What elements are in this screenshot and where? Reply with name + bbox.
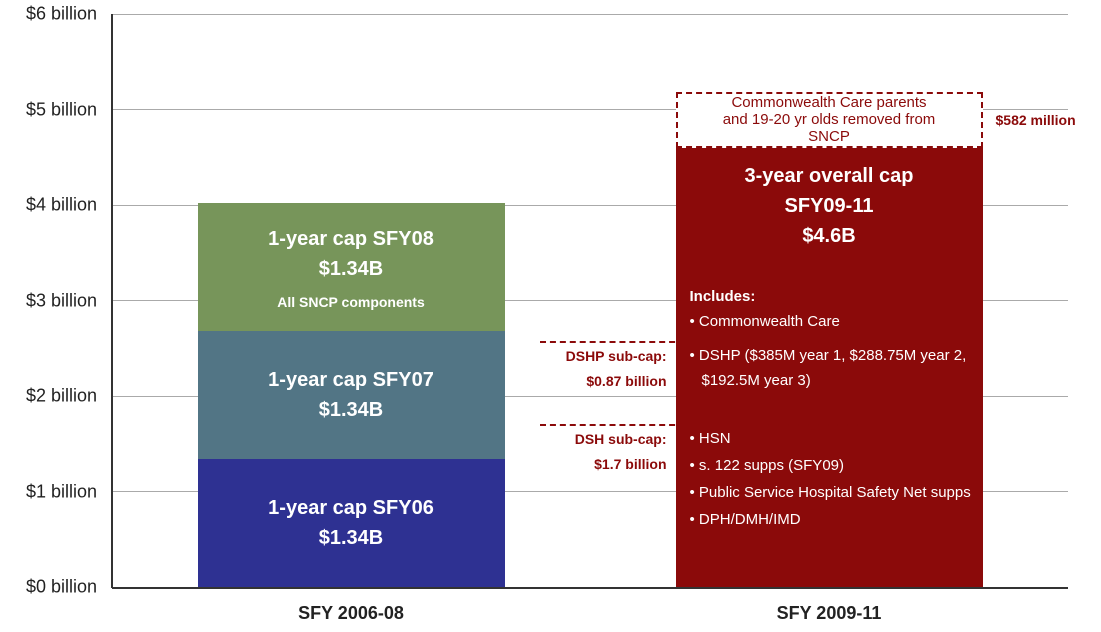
bar: 1-year cap SFY06 $1.34B xyxy=(197,459,505,587)
grid-line xyxy=(112,395,1068,397)
grid-line xyxy=(112,204,1068,206)
bar-dashed: Commonwealth Care parents and 19-20 yr o… xyxy=(675,92,983,148)
list-item: Commonwealth Care xyxy=(690,309,973,334)
grid-line xyxy=(112,300,1068,301)
subcap-value: $1.7 billion xyxy=(594,455,667,472)
y-tick-label: $2 billion xyxy=(25,385,97,406)
value-label: $1.34B xyxy=(318,399,384,422)
y-tick-label: $0 billion xyxy=(25,576,97,597)
subcap-label: DSHP sub-cap: $0.87 billion xyxy=(566,344,667,394)
subcap-value: $0.87 billion xyxy=(586,372,667,389)
series-name: 1-year cap SFY06 xyxy=(268,497,434,519)
list-item: Public Service Hospital Safety Net supps xyxy=(690,480,973,505)
list-item: HSN xyxy=(690,426,973,451)
y-tick-label: $3 billion xyxy=(25,290,97,310)
grid-line xyxy=(112,491,1068,492)
bar-label: 1-year cap SFY07 $1.34B xyxy=(198,331,505,459)
value-label: $1.34B xyxy=(318,258,384,281)
subcap-label: DSH sub-cap: $1.7 billion xyxy=(575,427,667,477)
bar-label: 3-year overall cap SFY09-11 $4.6B xyxy=(676,148,983,587)
subcap-items: HSNs. 122 supps (SFY09)Public Service Ho… xyxy=(690,426,973,534)
y-tick-label: $5 billion xyxy=(25,99,97,119)
subcap-name: DSHP sub-cap: xyxy=(565,347,667,364)
value-label: $4.6B xyxy=(802,224,856,247)
bar-note: Commonwealth Care parents and 19-20 yr o… xyxy=(722,94,936,146)
grid-line xyxy=(112,109,1068,110)
subcap-name: DSH sub-cap: xyxy=(574,430,667,447)
includes: Includes: Commonwealth Care xyxy=(690,284,973,336)
x-tick-label: SFY 2009-11 xyxy=(776,603,882,623)
bar: 1-year cap SFY08 $1.34B All SNCP component… xyxy=(197,203,505,332)
subcap-items: DSHP ($385M year 1, $288.75M year 2, $19… xyxy=(690,343,973,395)
bar-label: 1-year cap SFY08 $1.34B All SNCP component… xyxy=(198,203,505,331)
value-label: $1.34B xyxy=(318,527,384,549)
series-name: 1-year cap SFY08 xyxy=(268,228,434,251)
series-name: 1-year cap SFY07 xyxy=(268,369,434,392)
y-tick-label: $4 billion xyxy=(25,194,97,215)
series-name: 3-year overall cap SFY09-11 xyxy=(744,164,914,217)
list-item: DPH/DMH/IMD xyxy=(690,507,973,532)
y-tick-label: $1 billion xyxy=(25,481,97,501)
subcap-line xyxy=(539,340,983,343)
bar-label: 1-year cap SFY06 $1.34B xyxy=(198,459,505,587)
y-tick-label: $6 billion xyxy=(25,3,97,24)
includes-label: Includes: xyxy=(689,287,756,305)
grid-line xyxy=(112,13,1068,15)
list-item: s. 122 supps (SFY09) xyxy=(690,453,973,478)
value-label: $582 million xyxy=(995,111,1076,128)
y-axis xyxy=(111,14,113,588)
list-item: DSHP ($385M year 1, $288.75M year 2, $19… xyxy=(690,343,973,393)
x-tick-label: SFY 2006-08 xyxy=(298,603,404,623)
annotation: All SNCP components xyxy=(277,294,425,311)
x-axis xyxy=(112,587,1068,589)
subcap-line xyxy=(539,423,983,426)
bar: 1-year cap SFY07 $1.34B xyxy=(197,331,505,460)
